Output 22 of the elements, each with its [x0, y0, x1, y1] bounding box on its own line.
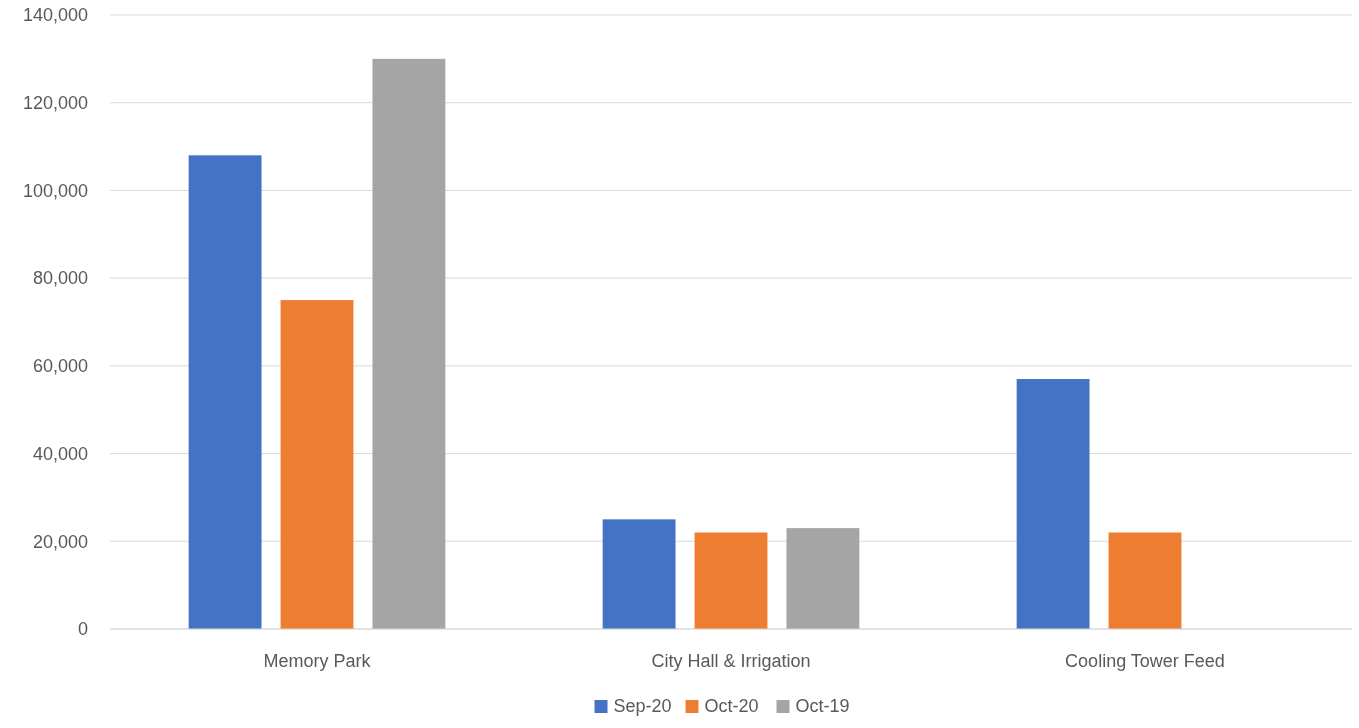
y-tick-label: 0	[77, 619, 88, 640]
legend-label: Sep-20	[613, 696, 672, 716]
y-tick-label: 20,000	[32, 531, 88, 552]
legend-label: Oct-20	[704, 696, 759, 716]
y-tick-label: 80,000	[32, 268, 88, 289]
x-tick-label: Memory Park	[263, 651, 372, 671]
bar	[280, 300, 354, 629]
x-tick-label: City Hall & Irrigation	[651, 651, 811, 671]
bar	[1016, 379, 1090, 629]
x-tick-label: Cooling Tower Feed	[1065, 651, 1225, 671]
bar	[786, 528, 860, 629]
bar	[372, 58, 446, 629]
y-tick-label: 120,000	[22, 93, 88, 114]
bar	[694, 532, 768, 629]
bar	[602, 519, 676, 629]
y-tick-label: 140,000	[22, 5, 88, 26]
y-tick-label: 60,000	[32, 356, 88, 377]
y-tick-label: 40,000	[32, 443, 88, 464]
bar	[1108, 532, 1182, 629]
y-tick-label: 100,000	[22, 180, 88, 201]
bar	[188, 155, 262, 629]
legend-label: Oct-19	[795, 696, 850, 716]
